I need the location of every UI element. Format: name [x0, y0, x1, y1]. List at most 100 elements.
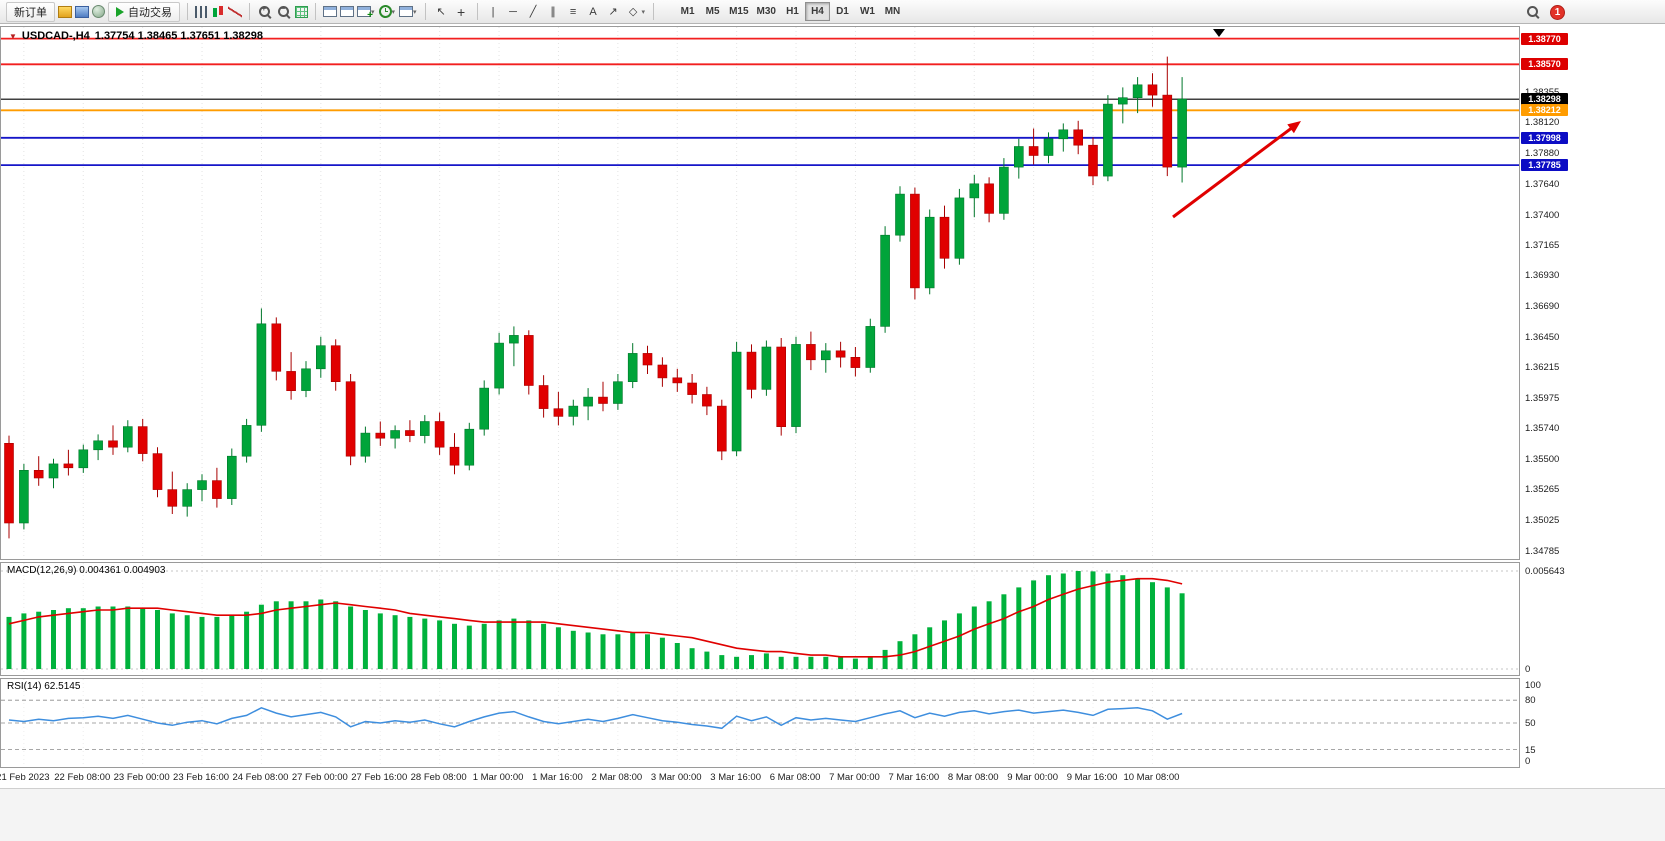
price-axis-tick: 1.38120 — [1525, 117, 1560, 129]
price-axis-tick: 1.35265 — [1525, 483, 1560, 495]
arrows-tool-icon[interactable]: ↗ — [608, 6, 618, 18]
price-chart-canvas[interactable] — [1, 27, 1519, 559]
price-axis-tick: 1.34785 — [1525, 545, 1560, 557]
new-order-button[interactable]: 新订单 — [6, 1, 55, 22]
timeframe-w1-button[interactable]: W1 — [855, 2, 880, 21]
rsi-indicator-panel[interactable] — [0, 678, 1520, 768]
rsi-axis-tick: 0 — [1525, 756, 1531, 767]
price-axis[interactable]: 1.38355 1.38120 1.37880 1.37640 1.37400 1.371… — [1520, 0, 1590, 800]
price-level-label: 1.38770 — [1521, 32, 1568, 45]
toolbar-separator — [424, 3, 426, 20]
rsi-line — [8, 706, 1183, 730]
time-axis-label: 8 Mar 08:00 — [947, 772, 999, 783]
macd-canvas[interactable] — [1, 563, 1519, 675]
time-axis-label: 27 Feb 16:00 — [351, 772, 408, 783]
line-chart-icon[interactable] — [228, 5, 242, 18]
time-axis-label: 6 Mar 08:00 — [769, 772, 821, 783]
macd-label: MACD(12,26,9) 0.004361 0.004903 — [7, 565, 166, 576]
shapes-tool-icon[interactable]: ◇ — [628, 6, 638, 18]
trend-arrow-annotation[interactable] — [1172, 121, 1301, 219]
price-level-label: 1.38212 — [1521, 104, 1568, 117]
main-toolbar: 新订单 自动交易 + − ▾ ▾ ▾ ↖ + | ─ ╱ ∥ ≡ A ↗ — [0, 0, 1665, 24]
crosshair-icon[interactable]: + — [456, 3, 466, 20]
price-axis-tick: 1.37400 — [1525, 209, 1560, 221]
price-axis-tick: 1.35740 — [1525, 422, 1560, 434]
right-margin — [1568, 26, 1665, 788]
time-axis-label: 9 Mar 16:00 — [1066, 772, 1118, 783]
chart-title: ▼ USDCAD-,H4 1.37754 1.38465 1.37651 1.3… — [9, 30, 263, 42]
price-chart-panel[interactable] — [0, 26, 1520, 560]
timeframe-d1-button[interactable]: D1 — [830, 2, 855, 21]
timeframe-m5-button[interactable]: M5 — [700, 2, 725, 21]
time-axis-label: 24 Feb 08:00 — [232, 772, 289, 783]
toolbar-separator — [249, 3, 250, 20]
symbols-icon[interactable] — [58, 5, 72, 18]
status-strip — [0, 788, 1665, 841]
chart-ohlc-values: 1.37754 1.38465 1.37651 1.38298 — [94, 30, 263, 42]
search-icon[interactable] — [1525, 4, 1541, 20]
macd-axis-tick: 0 — [1525, 664, 1531, 675]
chevron-down-icon[interactable]: ▾ — [641, 8, 646, 16]
chevron-down-icon[interactable]: ▾ — [391, 8, 396, 16]
timeframes-toolbar: M1 M5 M15 M30 H1 H4 D1 W1 MN — [675, 2, 905, 21]
timeframe-h4-button[interactable]: H4 — [804, 2, 830, 21]
time-axis-label: 23 Feb 00:00 — [113, 772, 170, 783]
cursor-icon[interactable]: ↖ — [436, 6, 446, 18]
macd-indicator-panel[interactable] — [0, 562, 1520, 676]
chevron-down-icon[interactable]: ▾ — [413, 8, 417, 16]
price-axis-tick: 1.38355 — [1525, 87, 1559, 98]
toolbar-separator — [315, 3, 316, 20]
level-lines[interactable] — [1, 37, 1519, 167]
price-axis-tick: 1.35975 — [1525, 392, 1560, 404]
cascade-windows-icon[interactable] — [323, 6, 337, 17]
vertical-line-icon[interactable]: | — [491, 5, 495, 18]
play-icon — [116, 6, 124, 17]
time-axis-label: 9 Mar 00:00 — [1007, 772, 1058, 783]
timeframe-h1-button[interactable]: H1 — [780, 2, 805, 21]
zoom-in-icon[interactable]: + — [257, 4, 273, 20]
price-level-label: 1.37998 — [1521, 131, 1568, 144]
timeframe-m30-button[interactable]: M30 — [753, 2, 780, 21]
price-axis-tick: 1.36690 — [1525, 300, 1560, 312]
time-axis-label: 1 Mar 00:00 — [472, 772, 524, 783]
price-level-label: 1.37785 — [1521, 159, 1568, 172]
price-level-label: 1.38298 — [1521, 93, 1568, 106]
equidistant-channel-icon[interactable]: ∥ — [550, 6, 556, 18]
sell-marker-icon: ▼ — [9, 31, 17, 41]
price-axis-tick: 1.35500 — [1525, 453, 1560, 465]
candlestick-chart-icon[interactable] — [211, 5, 225, 19]
rsi-axis-tick: 80 — [1525, 695, 1536, 707]
new-chart-icon[interactable] — [357, 6, 373, 21]
zoom-out-icon[interactable]: − — [276, 4, 292, 20]
rsi-canvas[interactable] — [1, 679, 1519, 767]
tile-horizontal-icon[interactable] — [340, 6, 354, 17]
macd-axis-tick: 0.005643 — [1525, 566, 1565, 577]
auto-trading-button[interactable]: 自动交易 — [108, 1, 180, 22]
time-axis[interactable]: 21 Feb 2023 22 Feb 08:00 23 Feb 00:00 23 Fe… — [0, 769, 1520, 786]
auto-trading-label: 自动交易 — [128, 6, 172, 19]
notification-badge[interactable]: 1 — [1550, 4, 1565, 20]
market-watch-icon[interactable] — [75, 5, 89, 18]
candlestick-series — [4, 56, 1187, 539]
templates-icon[interactable] — [399, 6, 414, 17]
price-axis-tick: 1.37880 — [1525, 147, 1560, 159]
vertical-grid — [23, 27, 1153, 559]
period-clock-icon[interactable] — [378, 5, 392, 18]
time-axis-label: 7 Mar 00:00 — [829, 772, 880, 783]
timeframe-m15-button[interactable]: M15 — [725, 2, 752, 21]
bar-chart-icon[interactable] — [195, 5, 208, 18]
toolbar-separator — [476, 3, 478, 20]
horizontal-line-icon[interactable]: ─ — [509, 5, 517, 18]
toolbar-separator — [653, 3, 655, 20]
tile-windows-icon[interactable] — [295, 5, 308, 18]
timeframe-m1-button[interactable]: M1 — [675, 2, 700, 21]
trend-line-icon[interactable]: ╱ — [529, 6, 537, 18]
navigator-icon[interactable] — [92, 5, 105, 18]
text-tool-icon[interactable]: A — [589, 5, 597, 18]
price-level-label: 1.38570 — [1521, 58, 1568, 71]
timeframe-mn-button[interactable]: MN — [880, 2, 905, 21]
fibonacci-icon[interactable]: ≡ — [569, 5, 577, 18]
rsi-axis-tick: 100 — [1525, 680, 1541, 691]
chart-shift-marker[interactable] — [1213, 29, 1225, 37]
toolbar-separator — [187, 3, 188, 20]
